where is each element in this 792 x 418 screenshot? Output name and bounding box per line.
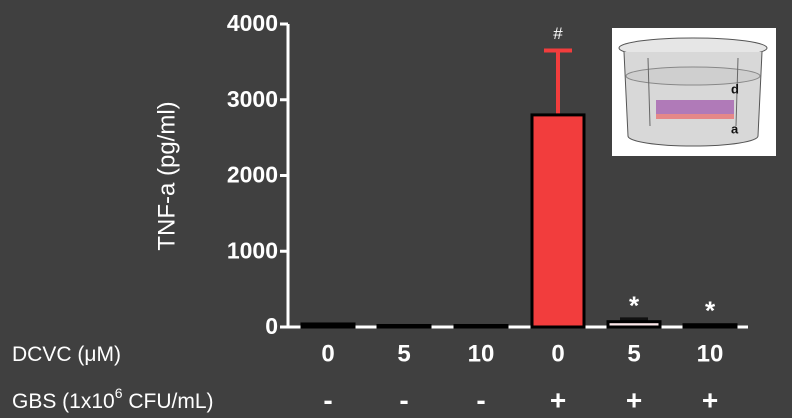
- row-label: GBS (1x106 CFU/mL): [12, 385, 214, 413]
- y-tick-label: 0: [265, 313, 278, 339]
- x-tick-label: 5: [397, 340, 410, 367]
- y-tick-label: 4000: [227, 10, 278, 36]
- bar: [608, 322, 660, 327]
- row-label-part: 6: [115, 385, 123, 401]
- x-tick-label: -: [323, 384, 332, 415]
- x-tick-label: -: [476, 384, 485, 415]
- row-label-part: μ: [84, 343, 96, 366]
- x-tick-label: 0: [551, 340, 564, 367]
- y-tick-label: 3000: [227, 86, 278, 112]
- row-label-part: CFU/mL): [123, 390, 214, 413]
- inset: d a: [612, 28, 776, 156]
- x-tick-label: +: [702, 384, 718, 415]
- y-axis-label: TNF-a (pg/ml): [153, 101, 180, 250]
- x-tick-label: +: [626, 384, 642, 415]
- inset-membrane: [656, 114, 734, 119]
- x-tick-label: 0: [321, 340, 334, 367]
- row-label-part: DCVC (: [12, 343, 84, 366]
- row-label: DCVC (μM): [12, 343, 121, 366]
- annotation: *: [705, 296, 716, 326]
- inset-medium: [626, 67, 760, 85]
- y-tick-label: 2000: [227, 162, 278, 188]
- annotation: #: [553, 24, 563, 43]
- x-tick-label: 10: [697, 340, 724, 367]
- bar: [378, 325, 430, 327]
- inset-well: [624, 52, 762, 146]
- bar: [455, 325, 507, 327]
- x-tick-label: -: [399, 384, 408, 415]
- x-tick-label: 10: [468, 340, 495, 367]
- x-tick-label: +: [550, 384, 566, 415]
- x-tick-label: 5: [627, 340, 640, 367]
- annotation: *: [629, 290, 640, 320]
- y-tick-label: 1000: [227, 237, 278, 263]
- bar: [532, 115, 584, 327]
- row-label-part: GBS (1x10: [12, 390, 115, 413]
- bar: [302, 324, 354, 327]
- inset-label: d: [731, 81, 739, 96]
- inset-label: a: [731, 121, 739, 136]
- inset-cells: [656, 100, 734, 114]
- error-bar: [544, 51, 572, 115]
- row-label-part: M): [96, 343, 121, 366]
- chart: TNF-a (pg/ml) d a 01000200030004000#**DC…: [0, 0, 792, 418]
